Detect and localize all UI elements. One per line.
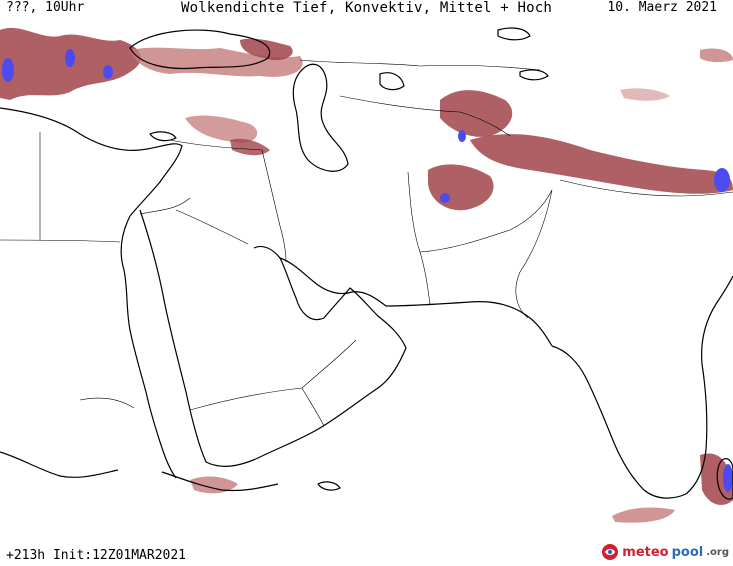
map-title: Wolkendichte Tief, Konvektiv, Mittel + H… (181, 0, 553, 16)
cloud-area-far-east (700, 48, 733, 63)
cloud-area-iraq (230, 138, 270, 156)
levant-coast (0, 107, 183, 217)
border-iran-afghan (407, 171, 431, 305)
high-cloud-core-4 (458, 130, 466, 142)
issyk-kul-lake (519, 69, 549, 81)
brand-domain: .org (706, 546, 729, 558)
aral-lake (379, 72, 405, 91)
cloud-layer (0, 27, 733, 523)
border-pakistan-india (515, 189, 553, 319)
high-cloud-core-3 (103, 65, 113, 79)
brand-name-part2: pool (671, 544, 704, 560)
coastline-layer (0, 27, 733, 500)
border-afghan-pakistan (419, 189, 553, 253)
india-east-coast (685, 275, 733, 495)
border-egypt-sudan (0, 239, 121, 243)
black-sea-coast (129, 29, 271, 70)
border-ethiopia (79, 397, 135, 409)
border-china-india (559, 179, 733, 197)
persian-gulf-coast (279, 257, 387, 307)
valid-time-label: ???, 10Uhr (6, 0, 85, 15)
cloud-area-caucasus (240, 38, 293, 61)
cloud-area-sri-lanka (700, 453, 733, 505)
cloud-density-map (0, 27, 733, 523)
cloud-area-hindukush (428, 164, 494, 211)
high-cloud-core-5 (440, 193, 450, 203)
border-layer (0, 59, 733, 427)
border-saudi-oman (301, 339, 357, 389)
india-west-coast (551, 345, 687, 499)
horn-africa-coast (0, 451, 119, 478)
high-cloud-core-1 (2, 58, 14, 82)
socotra-island (317, 481, 341, 491)
date-label: 10. Maerz 2021 (607, 0, 717, 15)
border-central-asia (339, 95, 511, 137)
globe-icon (602, 544, 619, 560)
border-yemen-oman (189, 387, 325, 427)
high-cloud-core-2 (65, 49, 75, 67)
high-cloud-core-7 (723, 464, 733, 492)
sri-lanka-coast (716, 458, 733, 500)
gulf-aden-coast (161, 471, 279, 492)
high-cloud-core-6 (714, 168, 730, 192)
border-turkey-syria (169, 139, 263, 151)
cloud-area-indian-ocean (612, 507, 675, 523)
border-iraq-iran (261, 149, 287, 263)
brand-name-part1: meteo (622, 544, 669, 560)
arabia-coast (139, 209, 407, 467)
balkhash-lake (497, 27, 531, 41)
cloud-area-gulf-aden (190, 476, 238, 494)
border-saudi-iraq (175, 209, 249, 245)
border-saudi-jordan (139, 197, 191, 215)
cloud-area-east (620, 88, 670, 101)
meteopool-logo[interactable]: meteo pool .org (601, 543, 729, 561)
cyprus-island (149, 131, 177, 142)
border-kazakhstan (299, 59, 541, 71)
cloud-area-levant (185, 115, 258, 143)
red-sea-west-coast (120, 215, 177, 479)
run-info-label: +213h Init:12Z01MAR2021 (6, 548, 187, 563)
cloud-area-himalaya (470, 134, 733, 194)
caspian-sea-coast (292, 63, 349, 172)
cloud-area-turkey (130, 47, 303, 77)
cloud-area-central-asia (440, 90, 513, 137)
makran-coast (385, 301, 553, 347)
